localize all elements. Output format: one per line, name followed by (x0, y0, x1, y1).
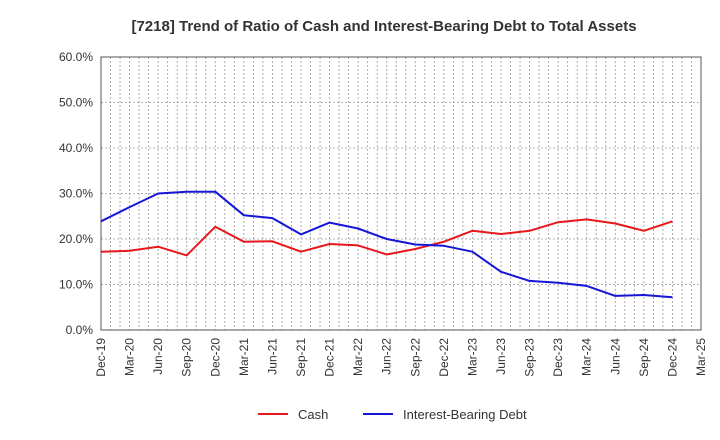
legend: Cash Interest-Bearing Debt (258, 407, 527, 422)
x-tick-label: Sep-20 (180, 338, 194, 377)
y-axis: 0.0% 10.0% 20.0% 30.0% 40.0% 50.0% 60.0% (59, 50, 93, 337)
legend-label: Cash (298, 407, 328, 422)
y-tick-label: 20.0% (59, 232, 93, 246)
x-tick-label: Mar-22 (351, 338, 365, 376)
chart-title: [7218] Trend of Ratio of Cash and Intere… (131, 18, 636, 35)
x-tick-label: Jun-22 (380, 338, 394, 375)
series-line-interest-bearing-debt (100, 190, 673, 299)
legend-label: Interest-Bearing Debt (403, 407, 527, 422)
x-tick-label: Jun-20 (151, 338, 165, 375)
x-tick-label: Mar-20 (123, 338, 137, 376)
y-tick-label: 30.0% (59, 187, 93, 201)
series-group (100, 190, 673, 299)
x-tick-label: Sep-23 (523, 338, 537, 377)
x-tick-label: Mar-23 (465, 338, 479, 376)
x-tick-label: Mar-21 (237, 338, 251, 376)
y-tick-label: 60.0% (59, 50, 93, 64)
y-tick-label: 40.0% (59, 141, 93, 155)
x-axis: Dec-19 Mar-20 Jun-20 Sep-20 Dec-20 Mar-21 Jun-… (94, 338, 708, 377)
x-tick-label: Sep-24 (637, 338, 651, 377)
x-tick-label: Sep-21 (294, 338, 308, 377)
x-tick-label: Dec-22 (437, 338, 451, 377)
chart-grid (101, 57, 701, 330)
x-tick-label: Mar-25 (694, 338, 708, 376)
x-tick-label: Dec-24 (665, 338, 679, 377)
x-tick-label: Dec-21 (323, 338, 337, 377)
x-tick-label: Dec-23 (551, 338, 565, 377)
x-tick-label: Jun-23 (494, 338, 508, 375)
x-tick-label: Jun-24 (608, 338, 622, 375)
x-tick-label: Jun-21 (265, 338, 279, 375)
y-tick-label: 10.0% (59, 278, 93, 292)
plot-area (100, 56, 702, 331)
x-tick-label: Mar-24 (580, 338, 594, 376)
x-tick-label: Sep-22 (408, 338, 422, 377)
y-tick-label: 0.0% (66, 323, 94, 337)
y-tick-label: 50.0% (59, 96, 93, 110)
series-line-cash (100, 218, 673, 257)
x-tick-label: Dec-20 (208, 338, 222, 377)
x-tick-label: Dec-19 (94, 338, 108, 377)
